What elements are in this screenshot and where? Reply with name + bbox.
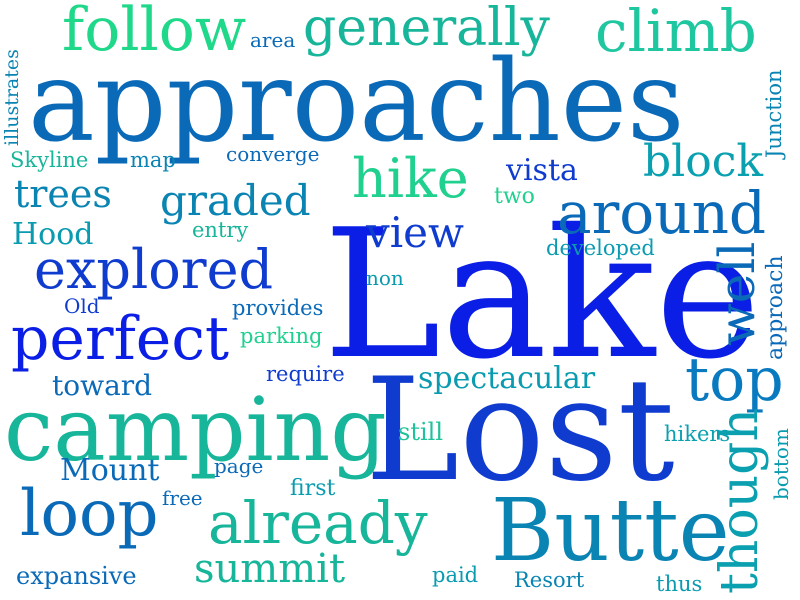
word-bottom: bottom xyxy=(769,428,793,500)
word-hike: hike xyxy=(352,147,469,210)
word-lake: Lake xyxy=(323,191,761,398)
word-free: free xyxy=(162,486,203,510)
word-illustrates: illustrates xyxy=(1,49,23,146)
word-toward: toward xyxy=(52,369,153,402)
word-hikers: hikers xyxy=(664,422,731,446)
word-page: page xyxy=(214,454,264,478)
word-camping: camping xyxy=(4,378,387,481)
word-view: view xyxy=(366,208,464,257)
word-top: top xyxy=(685,345,784,415)
word-block: block xyxy=(643,136,764,187)
word-first: first xyxy=(290,476,336,501)
word-approaches: approaches xyxy=(28,37,685,167)
word-junction: Junction xyxy=(762,69,786,158)
word-thus: thus xyxy=(656,572,703,596)
word-lost: Lost xyxy=(365,348,675,513)
word-converge: converge xyxy=(226,142,320,166)
word-climb: climb xyxy=(595,0,757,65)
word-old: Old xyxy=(64,294,100,318)
word-follow: follow xyxy=(62,0,247,65)
word-around: around xyxy=(557,179,767,247)
word-parking: parking xyxy=(240,324,323,348)
word-developed: developed xyxy=(546,236,655,260)
word-already: already xyxy=(208,489,428,557)
word-still: still xyxy=(398,418,443,446)
word-resort: Resort xyxy=(514,568,585,592)
word-skyline: Skyline xyxy=(10,148,89,172)
word-loop: loop xyxy=(20,477,159,551)
word-mount: Mount xyxy=(60,453,160,488)
word-perfect: perfect xyxy=(11,304,230,374)
word-vista: vista xyxy=(506,153,578,188)
word-summit: summit xyxy=(194,546,346,592)
word-paid: paid xyxy=(432,563,479,587)
word-require: require xyxy=(266,362,345,386)
word-graded: graded xyxy=(160,176,311,225)
word-entry: entry xyxy=(192,218,249,242)
word-map: map xyxy=(130,148,176,172)
word-non: non xyxy=(366,266,404,290)
word-area: area xyxy=(250,28,296,52)
word-generally: generally xyxy=(303,0,550,58)
word-provides: provides xyxy=(232,296,324,320)
word-hood: Hood xyxy=(12,217,94,252)
word-explored: explored xyxy=(34,238,274,301)
word-butte: Butte xyxy=(491,481,730,581)
word-well: well xyxy=(708,241,766,346)
word-two: two xyxy=(494,184,535,209)
word-trees: trees xyxy=(14,172,112,216)
word-expansive: expansive xyxy=(16,562,137,590)
word-spectacular: spectacular xyxy=(418,361,596,396)
word-approach: approach xyxy=(763,255,788,360)
